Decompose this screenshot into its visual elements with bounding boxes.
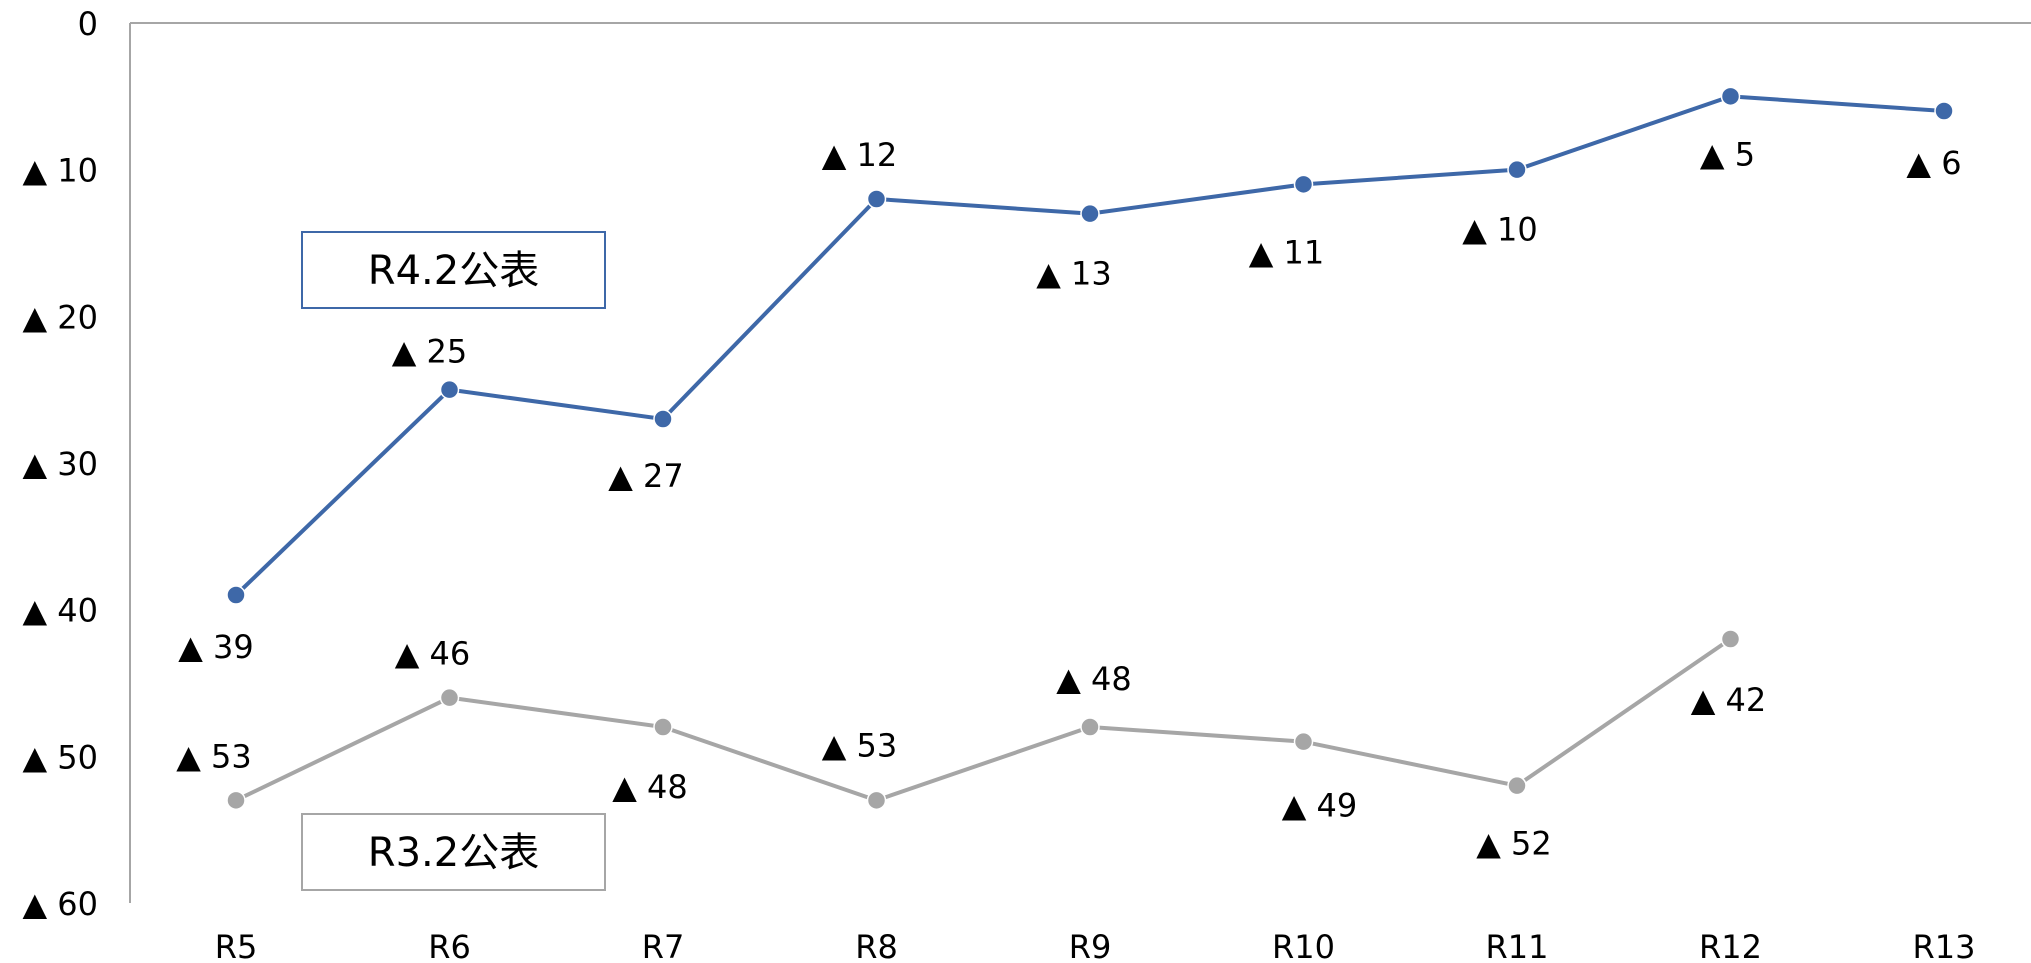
legend-box-label: R3.2公表 [368,830,539,876]
x-tick-label: R13 [1913,928,1976,963]
data-label: ▲ 53 [176,737,252,775]
data-label: ▲ 48 [612,768,688,806]
series-layer [226,86,1954,811]
data-label: ▲ 39 [178,628,254,666]
x-tick-label: R10 [1272,928,1335,963]
legend-box-1: R4.2公表 [301,231,606,309]
data-point [866,790,887,811]
data-label: ▲ 12 [822,136,898,174]
data-label: ▲ 48 [1056,660,1132,698]
x-tick-label: R12 [1699,928,1762,963]
data-point [1507,159,1527,180]
data-point [1507,775,1527,796]
data-point [1080,203,1100,224]
x-tick-label: R7 [642,928,685,963]
x-tick-label: R6 [428,928,471,963]
data-point [866,189,887,209]
data-label-layer: ▲ 39 ▲ 25 ▲ 27 ▲ 12 ▲ 13 ▲ 11 ▲ 10 ▲ 5 ▲ 6 ▲ 53 ▲ … [176,135,1961,862]
data-point [1720,86,1741,107]
y-tick-label: ▲ 40 [23,592,99,630]
data-point [1080,717,1100,737]
y-tick-label: 0 [78,5,98,43]
x-tick-label: R8 [855,928,898,963]
data-point [226,790,246,811]
series-line [235,637,1732,803]
y-tick-label: ▲ 60 [23,885,99,923]
legend-box-frame [301,813,606,891]
data-point [439,687,460,708]
legend-box-label: R4.2公表 [368,248,539,294]
data-label: ▲ 11 [1249,233,1325,271]
data-point [226,585,246,605]
y-axis-tick-labels: 0 ▲ 10 ▲ 20 ▲ 30 ▲ 40 ▲ 50 ▲ 60 [23,5,99,923]
data-point [1720,629,1741,649]
y-tick-label: ▲ 20 [23,298,99,336]
y-tick-label: ▲ 50 [23,738,99,776]
data-point [653,409,673,429]
x-axis-tick-labels: R5 R6 R7 R8 R9 R10 R11 R12 R13 [215,928,1976,963]
x-tick-label: R9 [1069,928,1112,963]
chart-axes [129,22,2031,903]
data-label: ▲ 46 [395,635,471,673]
data-point [439,379,460,400]
data-point [1293,731,1314,752]
y-tick-label: ▲ 30 [23,445,99,483]
data-point [1934,101,1954,121]
data-label: ▲ 6 [1906,144,1961,182]
data-label: ▲ 5 [1700,135,1755,173]
x-tick-label: R11 [1486,928,1549,963]
y-tick-label: ▲ 10 [23,152,99,190]
legend-boxes: R4.2公表 R3.2公表 [301,231,606,891]
data-label: ▲ 53 [822,726,898,764]
series-line [234,94,1945,597]
data-label: ▲ 27 [608,457,684,495]
data-label: ▲ 52 [1476,825,1552,863]
data-point [653,717,673,737]
series-1 [226,86,1954,605]
data-label: ▲ 49 [1282,787,1358,825]
series-2 [226,629,1741,811]
x-tick-label: R5 [215,928,258,963]
data-label: ▲ 13 [1036,255,1112,293]
data-label: ▲ 10 [1462,211,1538,249]
data-label: ▲ 42 [1691,681,1767,719]
legend-box-frame [301,231,606,309]
data-label: ▲ 25 [392,333,468,371]
legend-box-2: R3.2公表 [301,813,606,891]
data-point [1293,174,1314,195]
